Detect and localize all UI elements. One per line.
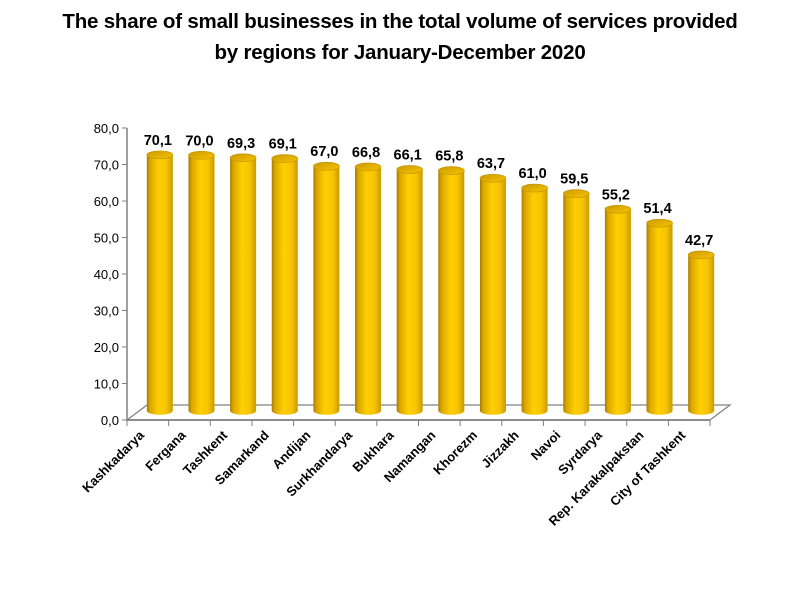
- bar-body: [230, 157, 257, 415]
- x-tick-label: Navoi: [528, 428, 564, 464]
- bar: [313, 161, 340, 415]
- bar: [229, 153, 257, 415]
- x-tick-label: City of Tashkent: [607, 427, 689, 509]
- y-tick-label: 50,0: [94, 231, 119, 246]
- x-tick-label: Jizzakh: [478, 427, 521, 470]
- y-tick-label: 30,0: [94, 304, 119, 319]
- bar-body: [604, 209, 631, 415]
- bar-body: [521, 188, 548, 415]
- bar-body: [355, 166, 382, 415]
- chart-floor: [125, 404, 732, 421]
- bar-top: [313, 161, 340, 171]
- chart-title: The share of small businesses in the tot…: [0, 6, 800, 68]
- data-label: 65,8: [435, 149, 463, 165]
- bar: [354, 162, 382, 415]
- bar: [396, 165, 423, 415]
- data-label: 51,4: [643, 201, 671, 217]
- bar-body: [188, 155, 215, 415]
- bar-top: [687, 250, 715, 260]
- bar-top: [438, 166, 465, 175]
- bar: [479, 173, 507, 415]
- data-label: 67,0: [310, 144, 338, 160]
- bar-body: [146, 154, 173, 415]
- bar: [146, 150, 174, 415]
- bars: [146, 150, 715, 415]
- bar: [438, 166, 465, 415]
- y-tick-label: 60,0: [94, 194, 119, 209]
- x-tick-label: Kashkadarya: [79, 427, 147, 495]
- data-label: 61,0: [518, 166, 546, 182]
- bar-body: [396, 169, 423, 415]
- bar-body: [479, 178, 506, 415]
- data-label: 42,7: [685, 233, 713, 249]
- y-tick-label: 20,0: [94, 340, 119, 355]
- bar-top: [229, 153, 257, 163]
- y-tick-label: 10,0: [94, 377, 119, 392]
- bar-top: [271, 154, 299, 163]
- bar-body: [438, 170, 465, 415]
- bar-body: [646, 223, 673, 415]
- y-tick-label: 80,0: [94, 121, 119, 136]
- y-tick-label: 70,0: [94, 158, 119, 173]
- bar-top: [479, 173, 507, 183]
- y-tick-label: 0,0: [101, 413, 119, 428]
- data-label: 63,7: [477, 156, 505, 172]
- x-tick-label: Khorezm: [430, 428, 480, 478]
- bar-body: [688, 254, 715, 415]
- bar-top: [354, 162, 382, 172]
- data-label: 59,5: [560, 172, 588, 188]
- data-label: 55,2: [602, 187, 630, 203]
- bar-top: [188, 150, 215, 160]
- data-label: 66,8: [352, 145, 380, 161]
- chart-title-line-2: by regions for January-December 2020: [214, 41, 586, 64]
- bar-top: [521, 183, 548, 193]
- bar: [687, 250, 715, 415]
- y-tick-label: 40,0: [94, 267, 119, 282]
- bar-top: [396, 165, 423, 174]
- data-label: 70,1: [144, 133, 172, 149]
- bar: [521, 183, 548, 415]
- data-label: 70,0: [185, 133, 213, 149]
- data-label: 69,3: [227, 136, 255, 152]
- bar-body: [271, 158, 298, 415]
- bar-top: [646, 218, 673, 228]
- bar: [271, 154, 299, 415]
- data-label: 66,1: [394, 147, 422, 163]
- bar: [646, 218, 673, 415]
- bar: [604, 204, 632, 415]
- bar-top: [146, 150, 174, 160]
- bar: [188, 150, 215, 415]
- bar-body: [563, 193, 590, 415]
- bar-top: [604, 204, 632, 214]
- bar-body: [313, 166, 340, 415]
- bar-top: [562, 189, 590, 198]
- chart-title-line-1: The share of small businesses in the tot…: [62, 10, 738, 33]
- bar: [562, 189, 590, 415]
- data-label: 69,1: [269, 137, 297, 153]
